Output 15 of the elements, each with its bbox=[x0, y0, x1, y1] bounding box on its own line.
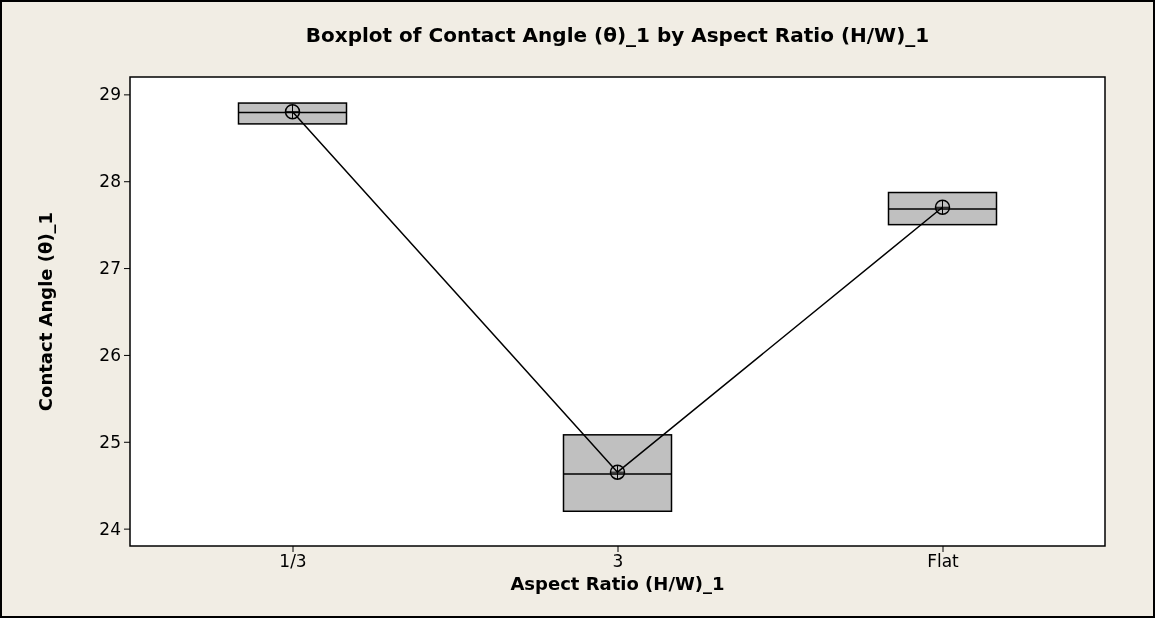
y-tick-label: 25 bbox=[99, 431, 121, 452]
y-tick-label: 26 bbox=[99, 344, 121, 365]
point bbox=[934, 199, 951, 216]
x-tick-label: 1/3 bbox=[279, 551, 307, 572]
point bbox=[284, 103, 301, 120]
y-tick-label: 24 bbox=[99, 518, 121, 539]
y-tick-label: 29 bbox=[99, 84, 121, 105]
x-axis-title: Aspect Ratio (H/W)_1 bbox=[510, 573, 725, 594]
x-tick-label: 3 bbox=[612, 551, 624, 572]
y-tick-label: 27 bbox=[99, 258, 121, 279]
x-tick-label: Flat bbox=[927, 551, 960, 572]
point bbox=[609, 464, 626, 480]
y-tick-label: 28 bbox=[99, 171, 121, 192]
chart-title: Boxplot of Contact Angle (θ)_1 by Aspect Ratio (H/W)_1 bbox=[305, 23, 930, 47]
y-axis-title: Contact Angle (θ)_1 bbox=[35, 211, 56, 412]
